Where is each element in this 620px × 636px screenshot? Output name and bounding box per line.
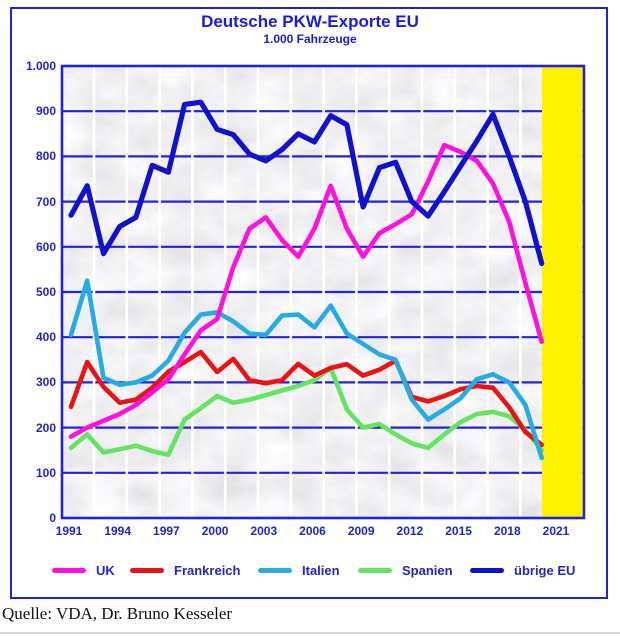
x-axis-label: 2015: [445, 524, 472, 538]
legend-label: Italien: [302, 562, 340, 578]
y-axis-label: 1.000: [25, 59, 56, 73]
legend-label: UK: [96, 562, 115, 578]
y-axis-label: 400: [35, 330, 56, 345]
x-axis-label: 2006: [299, 524, 326, 538]
legend-label: Spanien: [402, 562, 453, 578]
chart-subtitle: 1.000 Fahrzeuge: [263, 32, 357, 46]
x-axis-label: 2000: [201, 524, 229, 538]
y-axis-label: 0: [49, 511, 56, 525]
bottom-divider: [0, 632, 620, 634]
y-axis-label: 700: [35, 194, 56, 209]
source-caption: Quelle: VDA, Dr. Bruno Kesseler: [2, 604, 233, 623]
legend-swatch-spanien: [358, 567, 392, 573]
series-line-spanien: [68, 365, 545, 458]
y-axis-label: 800: [35, 149, 56, 164]
legend-item-uebrige-eu: übrige EU: [470, 561, 575, 579]
legend-item-uk: UK: [52, 561, 115, 579]
y-axis-label: 100: [35, 465, 56, 480]
x-axis-label: 2012: [396, 524, 424, 538]
chart-title: Deutsche PKW-Exporte EU: [201, 12, 419, 31]
legend-item-frankreich: Frankreich: [130, 561, 240, 579]
legend-swatch-frankreich: [130, 567, 164, 573]
series-line-uebrige-eu: [68, 99, 545, 267]
y-axis-label: 500: [35, 285, 56, 299]
x-axis-label: 1994: [104, 524, 132, 538]
x-axis-label: 2021: [542, 524, 570, 538]
x-axis-label: 1997: [153, 524, 180, 538]
series-line-frankreich: [68, 349, 545, 448]
series-line-uk: [68, 142, 545, 439]
legend-swatch-uebrige-eu: [470, 567, 504, 573]
highlight-band-2021: [542, 67, 583, 517]
x-axis-label: 2003: [250, 524, 278, 538]
legend-swatch-italien: [258, 567, 292, 573]
legend-label: Frankreich: [174, 562, 241, 578]
y-axis-label: 300: [35, 375, 56, 390]
x-axis-label: 1991: [55, 524, 83, 538]
legend-item-spanien: Spanien: [358, 561, 453, 579]
y-axis-label: 900: [35, 104, 56, 119]
y-axis-label: 600: [35, 239, 56, 254]
x-axis-label: 2018: [493, 524, 521, 538]
plot-border: [60, 64, 586, 520]
legend-swatch-uk: [52, 567, 86, 573]
legend-item-italien: Italien: [258, 561, 340, 579]
x-axis-label: 2009: [347, 524, 375, 538]
y-axis-label: 200: [35, 420, 56, 435]
legend-label: übrige EU: [514, 562, 576, 578]
series-line-italien: [68, 278, 545, 461]
